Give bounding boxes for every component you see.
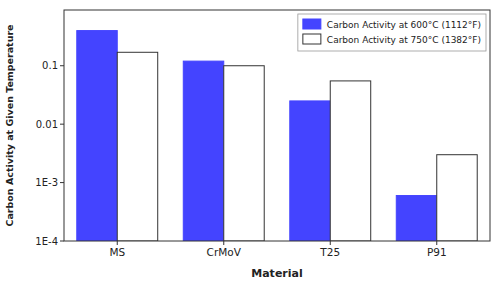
bar <box>396 196 436 241</box>
chart-svg: 1E-4 1E-3 0.01 0.1 MS CrMoV T25 P91 Material Carb… <box>0 0 500 283</box>
y-tick-label: 1E-4 <box>35 236 58 247</box>
bar <box>437 155 477 241</box>
bar <box>290 101 330 241</box>
y-tick-label: 0.01 <box>36 119 58 130</box>
bar <box>224 66 264 241</box>
legend-label: Carbon Activity at 600°C (1112°F) <box>327 20 481 30</box>
y-tick <box>60 124 64 125</box>
x-tick-label: MS <box>109 246 125 258</box>
x-tick <box>223 241 224 245</box>
bar <box>183 61 223 241</box>
x-tick <box>117 241 118 245</box>
bar <box>77 31 117 241</box>
x-tick <box>436 241 437 245</box>
y-tick-label: 1E-3 <box>35 177 58 188</box>
legend-box <box>298 14 486 51</box>
x-axis-label: Material <box>251 267 302 280</box>
bars <box>77 31 477 241</box>
y-tick <box>60 182 64 183</box>
bar <box>117 52 157 241</box>
legend-swatch <box>303 19 321 29</box>
chart-container: 1E-4 1E-3 0.01 0.1 MS CrMoV T25 P91 Material Carb… <box>0 0 500 283</box>
x-tick-label: T25 <box>319 246 340 258</box>
plot-frame <box>64 10 490 241</box>
y-axis-label: Carbon Activity at Given Temperature <box>4 24 15 226</box>
x-tick <box>330 241 331 245</box>
x-tick-label: P91 <box>427 246 447 258</box>
y-tick <box>60 241 64 242</box>
x-tick-label: CrMoV <box>207 246 242 258</box>
y-tick <box>60 65 64 66</box>
legend-label: Carbon Activity at 750°C (1382°F) <box>327 35 481 45</box>
bar <box>330 81 370 241</box>
y-tick-label: 0.1 <box>42 60 58 71</box>
legend: Carbon Activity at 600°C (1112°F) Carbon … <box>298 14 486 51</box>
legend-swatch <box>303 34 321 44</box>
